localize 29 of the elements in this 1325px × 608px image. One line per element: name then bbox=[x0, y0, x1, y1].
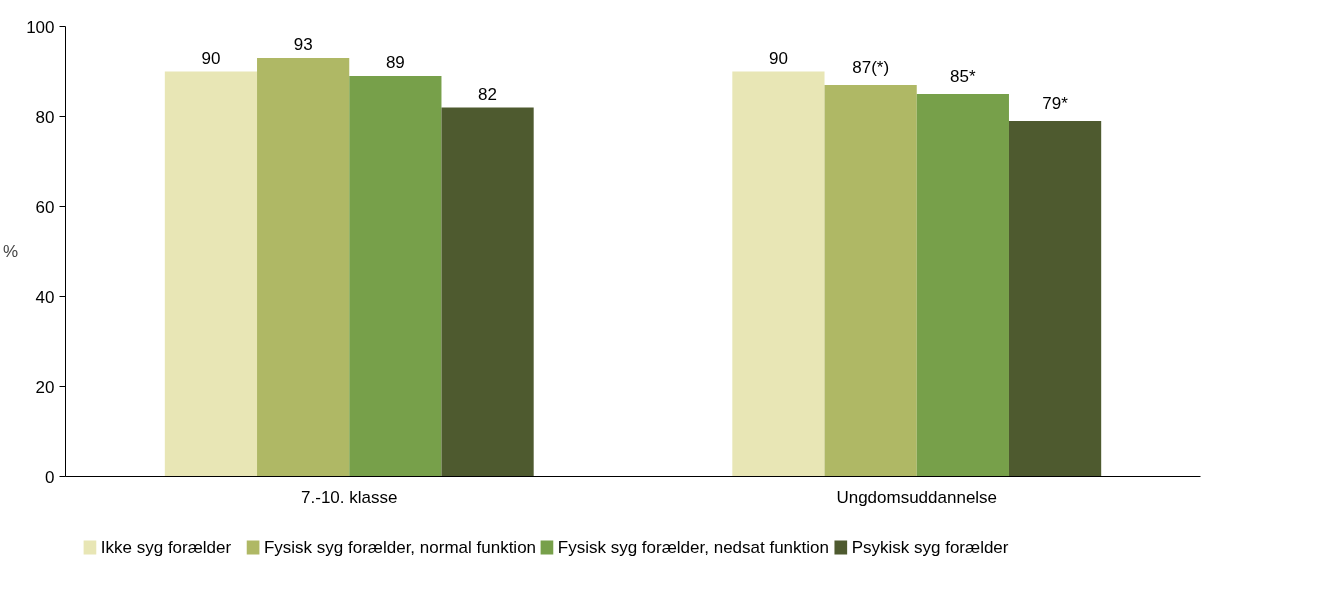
bar bbox=[916, 94, 1009, 477]
data-label: 87(*) bbox=[852, 58, 890, 77]
data-label: 79* bbox=[1042, 94, 1069, 113]
legend-label: Ikke syg forælder bbox=[100, 538, 232, 557]
legend-label: Psykisk syg forælder bbox=[851, 538, 1009, 557]
bar bbox=[732, 71, 825, 477]
data-label: 85* bbox=[950, 67, 977, 86]
legend-label: Fysisk syg forælder, nedsat funktion bbox=[557, 538, 829, 557]
data-label: 90 bbox=[768, 48, 788, 68]
data-label: 82 bbox=[478, 84, 498, 104]
y-axis-title: % bbox=[3, 242, 19, 261]
bar bbox=[1008, 121, 1102, 477]
x-tick-label: 7.-10. klasse bbox=[301, 487, 398, 507]
x-tick-label: Ungdomsuddannelse bbox=[836, 487, 998, 507]
bar bbox=[824, 85, 917, 477]
y-tick-label: 20 bbox=[35, 377, 55, 397]
bar bbox=[441, 107, 534, 477]
data-label: 89 bbox=[385, 53, 405, 72]
data-label: 90 bbox=[201, 48, 221, 68]
bar bbox=[349, 76, 442, 477]
y-tick-label: 100 bbox=[26, 17, 55, 37]
y-tick-label: 0 bbox=[45, 467, 55, 487]
legend-label: Fysisk syg forælder, normal funktion bbox=[263, 538, 537, 557]
data-label: 93 bbox=[293, 35, 313, 54]
bar bbox=[164, 71, 258, 477]
y-tick-label: 60 bbox=[35, 197, 55, 217]
y-tick-label: 80 bbox=[35, 107, 55, 127]
y-tick-label: 40 bbox=[35, 287, 55, 307]
bar bbox=[257, 58, 350, 477]
